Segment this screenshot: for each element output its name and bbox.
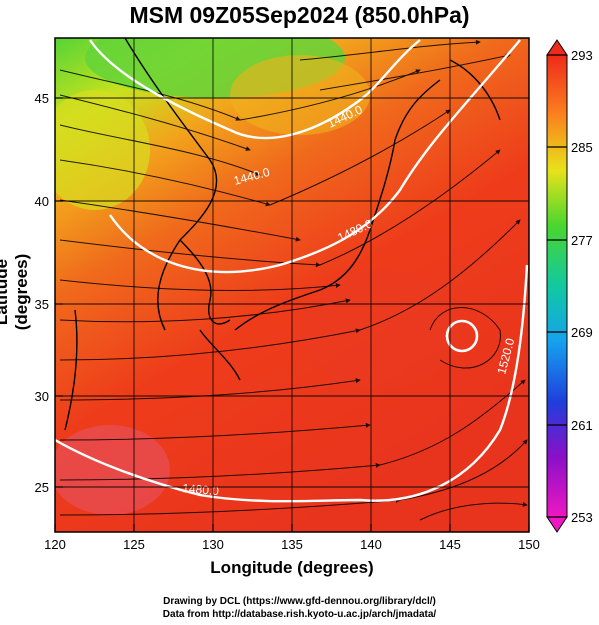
temperature-field: 1440.0 1440.0 1480.0 1520.0 1480.0 <box>55 38 529 532</box>
x-tick-label: 125 <box>123 537 145 552</box>
grid-lines <box>55 38 529 532</box>
colorbar-labels: 293 285 277 269 261 253 <box>571 48 593 525</box>
x-tick-label: 130 <box>202 537 224 552</box>
colorbar-max-triangle <box>546 39 568 56</box>
y-tick-label: 40 <box>35 194 49 209</box>
y-tick-label: 35 <box>35 297 49 312</box>
colorbar-body <box>546 54 568 518</box>
colorbar-tick-label: 261 <box>571 418 593 433</box>
x-tick-label: 145 <box>439 537 461 552</box>
contour-label: 1480.0 <box>182 481 220 498</box>
chart-title: MSM 09Z05Sep2024 (850.0hPa) <box>129 2 470 28</box>
x-axis-label: Longitude (degrees) <box>210 558 374 577</box>
height-contours <box>55 39 529 503</box>
y-tick-label: 25 <box>35 480 49 495</box>
x-tick-labels: 120 125 130 135 140 145 150 <box>44 537 540 552</box>
x-tick-label: 120 <box>44 537 66 552</box>
y-axis-label: Latitude (degrees) <box>0 253 31 331</box>
colorbar <box>546 39 568 533</box>
coastline <box>64 38 501 431</box>
colorbar-tick-label: 293 <box>571 48 593 63</box>
colorbar-tick-label: 269 <box>571 325 593 340</box>
y-tick-labels: 25 30 35 40 45 <box>35 91 49 495</box>
y-tick-label: 30 <box>35 389 49 404</box>
x-tick-label: 150 <box>518 537 540 552</box>
y-axis <box>55 97 63 488</box>
credit-drawing: Drawing by DCL (https://www.gfd-dennou.o… <box>163 596 436 607</box>
colorbar-tick-label: 285 <box>571 140 593 155</box>
credit-data-source: Data from http://database.rish.kyoto-u.a… <box>162 609 437 620</box>
x-tick-label: 140 <box>360 537 382 552</box>
contour-ring <box>445 319 479 353</box>
colorbar-tick-label: 277 <box>571 233 593 248</box>
wind-streamlines <box>59 39 528 521</box>
x-axis <box>54 524 530 532</box>
colorbar-min-triangle <box>546 516 568 533</box>
x-tick-label: 135 <box>281 537 303 552</box>
y-tick-label: 45 <box>35 91 49 106</box>
colorbar-tick-label: 253 <box>571 510 593 525</box>
